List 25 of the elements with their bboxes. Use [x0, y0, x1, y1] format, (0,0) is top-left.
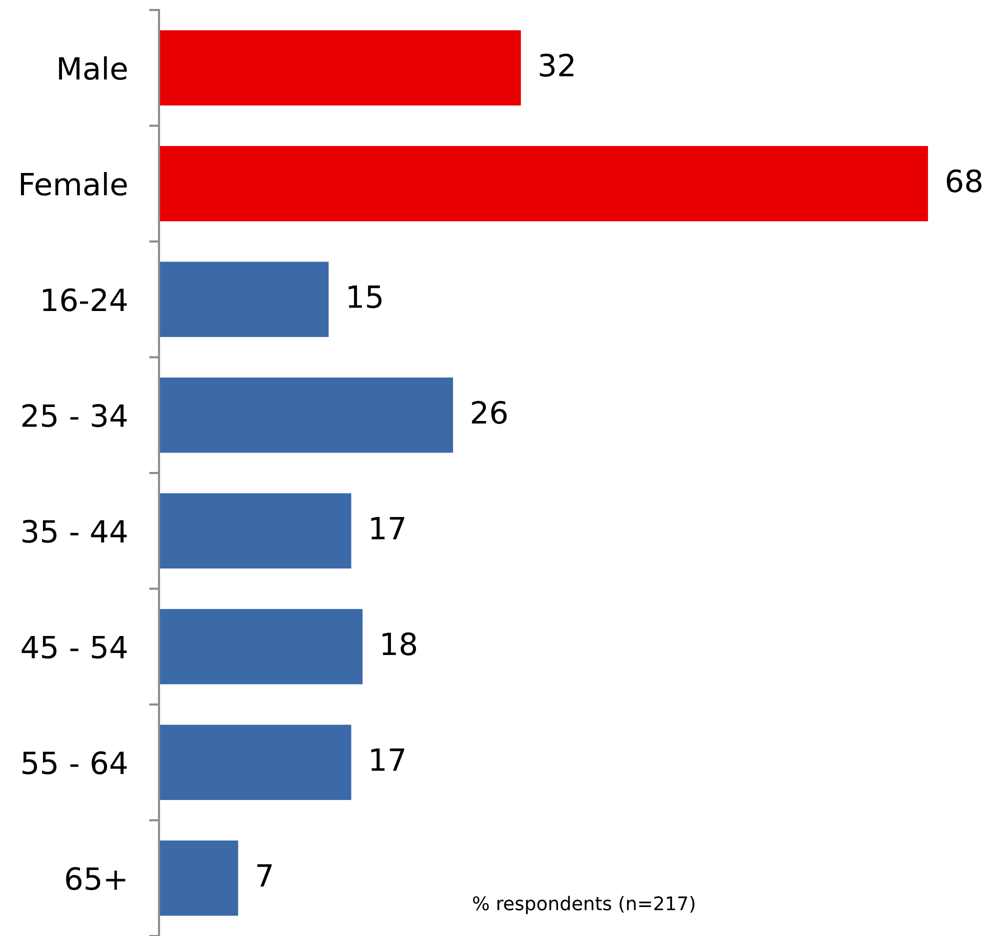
bar — [159, 840, 238, 916]
data-label: 26 — [472, 400, 507, 424]
data-label: 15 — [348, 286, 382, 308]
y-tick-label: Female — [20, 172, 127, 196]
bar — [159, 724, 352, 800]
bar — [159, 146, 928, 222]
data-label: 17 — [371, 517, 404, 540]
data-label: 17 — [371, 748, 404, 771]
y-tick-label: 55 - 64 — [22, 751, 127, 774]
annotation: % respondents (n=217) — [473, 896, 694, 914]
y-tick-label: 45 - 54 — [22, 636, 127, 659]
bar — [159, 493, 352, 568]
y-tick-label: 35 - 44 — [22, 520, 127, 543]
bar — [159, 30, 521, 106]
y-tick-label: 65+ — [66, 867, 126, 890]
data-label: 32 — [540, 54, 574, 77]
y-tick-label: 25 - 34 — [22, 404, 127, 428]
data-label: 68 — [946, 169, 982, 192]
bar — [159, 378, 454, 453]
bar — [159, 262, 329, 337]
data-label: 7 — [257, 864, 272, 887]
y-tick-label: Male — [59, 56, 127, 80]
y-tick-label: 16-24 — [43, 288, 127, 312]
data-label: 18 — [382, 632, 416, 656]
bar — [159, 609, 363, 684]
